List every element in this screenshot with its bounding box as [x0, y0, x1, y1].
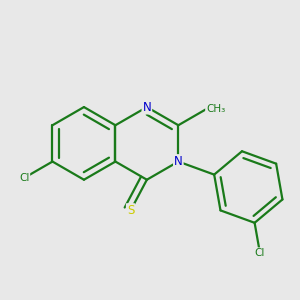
- Text: Cl: Cl: [255, 248, 265, 258]
- Text: N: N: [174, 155, 183, 168]
- Text: CH₃: CH₃: [206, 104, 225, 114]
- Text: Cl: Cl: [19, 173, 29, 183]
- Text: S: S: [127, 204, 134, 217]
- Text: N: N: [142, 100, 151, 114]
